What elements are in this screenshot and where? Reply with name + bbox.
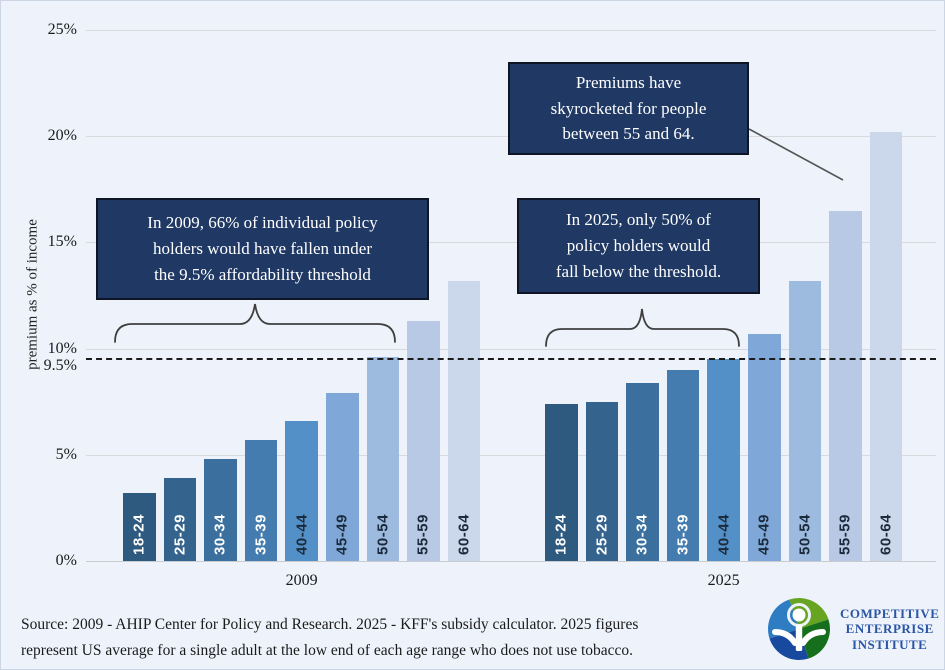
bar-age-label: 50-54: [374, 514, 392, 555]
bar-age-label: 55-59: [836, 514, 854, 555]
callout-2025-threshold: In 2025, only 50% of policy holders woul…: [517, 198, 760, 294]
bar-2025-60-64: 60-64: [869, 132, 903, 561]
y-tick-label: 5%: [55, 445, 77, 463]
source-note: Source: 2009 - AHIP Center for Policy an…: [21, 612, 638, 664]
source-line: represent US average for a single adult …: [21, 642, 634, 659]
callout-line: between 55 and 64.: [562, 124, 695, 144]
callout-2009-threshold: In 2009, 66% of individual policy holder…: [96, 198, 429, 300]
bar-age-label: 18-24: [130, 514, 148, 555]
callout-skyrocket: Premiums have skyrocketed for people bet…: [508, 62, 749, 155]
callout-line: In 2009, 66% of individual policy: [147, 213, 378, 233]
callout-line: holders would have fallen under: [152, 239, 373, 259]
brace-2009-group: [114, 303, 396, 343]
cei-logo-icon: [768, 598, 830, 660]
bar-2009-30-34: 30-34: [204, 459, 237, 561]
bar-2025-30-34: 30-34: [626, 382, 659, 561]
bar-2025-40-44: 40-44: [707, 359, 740, 561]
bar-2009-18-24: 18-24: [123, 493, 156, 561]
bar-age-label: 40-44: [293, 514, 311, 555]
y-tick-label: 10%: [47, 339, 77, 357]
bar-age-label: 40-44: [715, 514, 733, 555]
gridline-10%: [86, 348, 936, 350]
y-tick-label: 20%: [47, 127, 77, 145]
bar-age-label: 25-29: [171, 514, 189, 555]
bar-age-label: 55-59: [414, 514, 432, 555]
callout-line: fall below the threshold.: [555, 261, 722, 281]
bar-age-label: 18-24: [552, 514, 570, 555]
bar-age-label: 60-64: [455, 514, 473, 555]
gridline-25%: [86, 30, 936, 31]
cei-logo: COMPETITIVE ENTERPRISE INSTITUTE: [767, 597, 939, 661]
bar-2009-60-64: 60-64: [447, 280, 481, 561]
bar-2009-55-59: 55-59: [407, 321, 440, 561]
bar-2025-55-59: 55-59: [829, 210, 862, 561]
gridline-5%: [86, 454, 936, 456]
cei-logo-text: COMPETITIVE ENTERPRISE INSTITUTE: [840, 606, 939, 653]
bar-2009-40-44: 40-44: [285, 420, 318, 561]
bar-age-label: 35-39: [252, 514, 270, 555]
bar-2025-45-49: 45-49: [748, 333, 781, 561]
gridline-0%: [86, 561, 936, 562]
y-tick-label: 15%: [47, 233, 77, 251]
bar-2009-45-49: 45-49: [326, 393, 359, 561]
bar-2009-50-54: 50-54: [366, 357, 400, 561]
bar-age-label: 30-34: [633, 514, 651, 555]
callout-line: skyrocketed for people: [550, 98, 707, 118]
bar-2009-35-39: 35-39: [244, 439, 278, 561]
bar-age-label: 60-64: [877, 514, 895, 555]
logo-text-line: INSTITUTE: [852, 636, 928, 652]
x-group-label-2009: 2009: [285, 572, 318, 589]
callout-line: In 2025, only 50% of: [566, 210, 711, 230]
x-group-label-2025: 2025: [707, 572, 740, 589]
bar-2025-35-39: 35-39: [666, 369, 700, 561]
bar-age-label: 25-29: [593, 514, 611, 555]
bar-age-label: 45-49: [755, 514, 773, 555]
logo-text-line: COMPETITIVE: [840, 605, 940, 621]
logo-text-line: ENTERPRISE: [845, 621, 934, 637]
affordability-threshold-line: [86, 358, 936, 361]
callout-connector-line: [748, 128, 844, 181]
bar-2025-50-54: 50-54: [788, 280, 822, 561]
bar-2025-25-29: 25-29: [585, 401, 619, 561]
callout-line: the 9.5% affordability threshold: [154, 264, 371, 284]
y-tick-label: 25%: [47, 21, 77, 38]
source-line: Source: 2009 - AHIP Center for Policy an…: [21, 616, 639, 633]
brace-2025-group: [545, 308, 740, 347]
callout-line: Premiums have: [575, 72, 682, 92]
threshold-tick-label: 9.5%: [43, 357, 77, 375]
bar-2009-25-29: 25-29: [163, 478, 197, 561]
bar-age-label: 35-39: [674, 514, 692, 555]
bar-age-label: 30-34: [211, 514, 229, 555]
y-tick-label: 0%: [55, 552, 77, 569]
bar-2025-18-24: 18-24: [545, 403, 578, 561]
bar-age-label: 50-54: [796, 514, 814, 555]
callout-line: policy holders would: [566, 236, 711, 256]
gridline-15%: [86, 242, 936, 244]
bar-age-label: 45-49: [333, 514, 351, 555]
